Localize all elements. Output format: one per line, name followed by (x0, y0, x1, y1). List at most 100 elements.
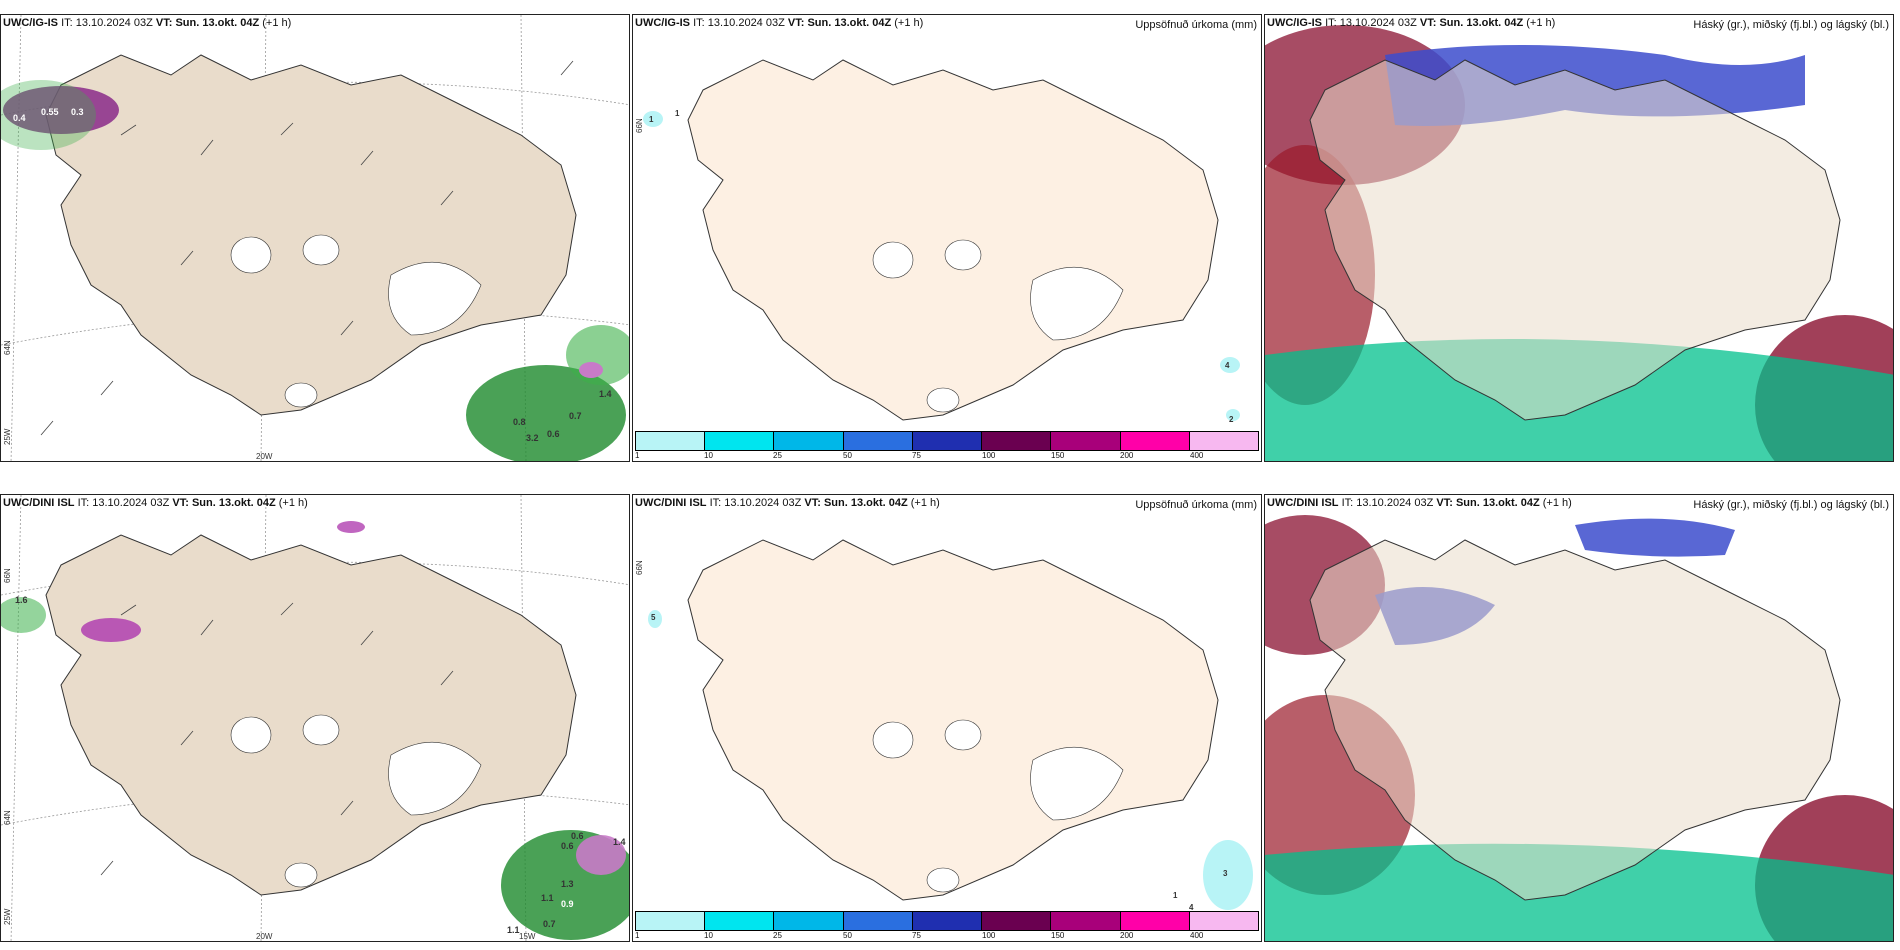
colorbar-tick: 150 (1051, 931, 1065, 940)
map-panel-top-cloud[interactable]: UWC/IG-IS IT: 13.10.2024 03Z VT: Sun. 13… (1264, 14, 1894, 462)
colorbar-segment (1051, 912, 1121, 930)
colorbar-tick: 50 (843, 931, 852, 940)
precip-label: 0.6 (561, 841, 574, 851)
panel-variable-tag: Uppsöfnuð úrkoma (mm) (1135, 19, 1257, 31)
colorbar-tick: 100 (982, 451, 996, 460)
lat-label: 64N (3, 340, 12, 355)
panel-title: UWC/DINI ISL IT: 13.10.2024 03Z VT: Sun.… (3, 497, 308, 509)
colorbar-tick: 400 (1190, 931, 1204, 940)
map-panel-top-wind[interactable]: UWC/IG-IS IT: 13.10.2024 03Z VT: Sun. 13… (0, 14, 630, 462)
point-value: 2 (1229, 415, 1234, 424)
precip-label: 0.6 (547, 429, 560, 439)
point-value: 1 (675, 109, 680, 118)
precip-label: 3.2 (526, 433, 539, 443)
precip-label: 1.1 (507, 925, 520, 935)
precip-label: 0.9 (561, 899, 574, 909)
precip-map (648, 539, 1253, 910)
panel-variable-tag: Uppsöfnuð úrkoma (mm) (1135, 499, 1257, 511)
colorbar-tick: 10 (704, 931, 713, 940)
colorbar-tick: 100 (982, 931, 996, 940)
precip-label: 0.7 (543, 919, 556, 929)
colorbar-segment (843, 432, 913, 450)
map-panel-bottom-cloud[interactable]: UWC/DINI ISL IT: 13.10.2024 03Z VT: Sun.… (1264, 494, 1894, 942)
panel-title: UWC/IG-IS IT: 13.10.2024 03Z VT: Sun. 13… (635, 17, 924, 29)
point-value: 1 (649, 115, 654, 124)
lon-label: 20W (256, 932, 273, 941)
panel-title: UWC/DINI ISL IT: 13.10.2024 03Z VT: Sun.… (1267, 497, 1572, 509)
colorbar-tick: 50 (843, 451, 852, 460)
cloud-map (1265, 25, 1893, 461)
precip-label: 0.8 (513, 417, 526, 427)
panel-title: UWC/IG-IS IT: 13.10.2024 03Z VT: Sun. 13… (1267, 17, 1556, 29)
point-value: 3 (1223, 869, 1228, 878)
panel-variable-tag: Háský (gr.), miðský (fj.bl.) og lágský (… (1693, 499, 1889, 511)
iceland-landmass (687, 539, 1219, 901)
point-value: 4 (1225, 361, 1230, 370)
lon-label: 20W (256, 452, 273, 461)
map-panel-top-precip[interactable]: UWC/IG-IS IT: 13.10.2024 03Z VT: Sun. 13… (632, 14, 1262, 462)
colorbar-segment (774, 912, 844, 930)
precip-colorbar (635, 911, 1259, 931)
colorbar-tick: 75 (912, 931, 921, 940)
colorbar-segment (636, 432, 706, 450)
map-panel-bottom-wind[interactable]: UWC/DINI ISL IT: 13.10.2024 03Z VT: Sun.… (0, 494, 630, 942)
colorbar-ticks: 1 10 25 50 75 100 150 200 400 (635, 451, 1259, 461)
colorbar-tick: 1 (635, 931, 640, 940)
precip-label: 1.1 (541, 893, 554, 903)
panel-variable-tag: Háský (gr.), miðský (fj.bl.) og lágský (… (1693, 19, 1889, 31)
precip-label: 0.3 (71, 107, 84, 117)
lat-label: 66N (635, 118, 644, 133)
precip-label: 1.4 (613, 837, 626, 847)
colorbar-ticks: 1 10 25 50 75 100 150 200 400 (635, 931, 1259, 941)
lon-label: 25W (3, 908, 12, 925)
panel-title: UWC/IG-IS IT: 13.10.2024 03Z VT: Sun. 13… (3, 17, 292, 29)
precip-label: 0.6 (571, 831, 584, 841)
lat-label: 66N (635, 560, 644, 575)
wind-map (1, 15, 629, 461)
point-value: 4 (1189, 903, 1194, 912)
colorbar-segment (774, 432, 844, 450)
colorbar-tick: 400 (1190, 451, 1204, 460)
colorbar-tick: 75 (912, 451, 921, 460)
precip-label: 0.7 (569, 411, 582, 421)
map-panel-bottom-precip[interactable]: UWC/DINI ISL IT: 13.10.2024 03Z VT: Sun.… (632, 494, 1262, 942)
lat-label: 64N (3, 810, 12, 825)
precip-label: 1.6 (15, 595, 28, 605)
colorbar-segment (636, 912, 706, 930)
precip-map (643, 59, 1240, 421)
colorbar-tick: 200 (1120, 931, 1134, 940)
iceland-landmass (687, 59, 1219, 421)
colorbar-tick: 200 (1120, 451, 1134, 460)
precip-label: 1.4 (599, 389, 612, 399)
colorbar-segment (1120, 432, 1190, 450)
colorbar-tick: 150 (1051, 451, 1065, 460)
lat-label: 66N (3, 568, 12, 583)
colorbar-tick: 1 (635, 451, 640, 460)
colorbar-tick: 10 (704, 451, 713, 460)
wind-map (1, 495, 629, 941)
panel-title: UWC/DINI ISL IT: 13.10.2024 03Z VT: Sun.… (635, 497, 940, 509)
precip-label: 0.4 (13, 113, 26, 123)
precip-colorbar (635, 431, 1259, 451)
lon-label: 25W (3, 428, 12, 445)
colorbar-tick: 25 (773, 931, 782, 940)
iceland-landmass (45, 534, 577, 896)
iceland-landmass (45, 54, 577, 416)
point-value: 1 (1173, 891, 1178, 900)
colorbar-segment (982, 912, 1052, 930)
cloud-map (1265, 515, 1893, 941)
colorbar-segment (1189, 432, 1258, 450)
colorbar-segment (1189, 912, 1258, 930)
colorbar-tick: 25 (773, 451, 782, 460)
colorbar-segment (982, 432, 1052, 450)
lon-label: 15W (519, 932, 536, 941)
point-value: 5 (651, 613, 656, 622)
colorbar-segment (843, 912, 913, 930)
colorbar-segment (1120, 912, 1190, 930)
precip-label: 0.55 (41, 107, 59, 117)
colorbar-segment (1051, 432, 1121, 450)
colorbar-segment (912, 912, 983, 930)
colorbar-segment (912, 432, 983, 450)
colorbar-segment (705, 432, 775, 450)
colorbar-segment (705, 912, 775, 930)
